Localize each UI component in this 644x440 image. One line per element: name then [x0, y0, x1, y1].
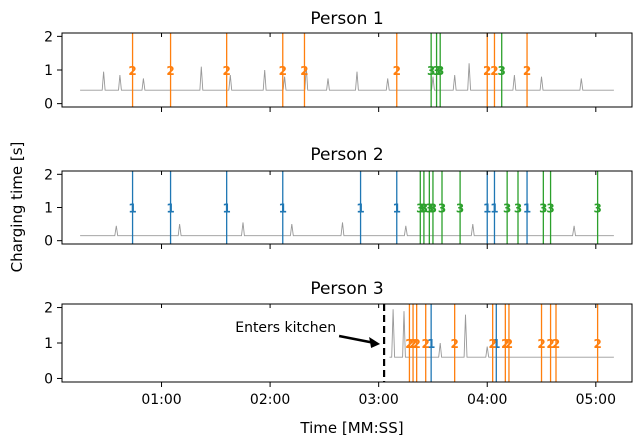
- event-label-person-1: 1: [492, 337, 500, 351]
- event-label-person-3: 3: [456, 202, 464, 216]
- y-tick-label: 2: [44, 29, 53, 45]
- event-label-person-1: 1: [427, 337, 435, 351]
- event-label-person-2: 2: [546, 337, 554, 351]
- event-label-person-2: 2: [300, 64, 308, 78]
- event-label-person-2: 2: [490, 64, 498, 78]
- event-label-person-3: 3: [416, 202, 424, 216]
- event-label-person-2: 2: [501, 337, 509, 351]
- event-label-person-1: 1: [393, 202, 401, 216]
- charging-signal-line: [389, 309, 614, 358]
- y-tick-label: 1: [44, 201, 53, 217]
- event-label-person-1: 1: [483, 202, 491, 216]
- event-label-person-1: 1: [490, 202, 498, 216]
- y-tick-label: 0: [44, 234, 53, 250]
- event-label-person-2: 2: [483, 64, 491, 78]
- charging-signal-line: [80, 63, 614, 91]
- annotation-arrow: [338, 334, 373, 344]
- y-tick-label: 2: [44, 167, 53, 183]
- event-label-person-2: 2: [279, 64, 287, 78]
- event-label-person-3: 3: [429, 202, 437, 216]
- annotation-text: Enters kitchen: [235, 320, 336, 336]
- event-label-person-2: 2: [422, 337, 430, 351]
- event-label-person-3: 3: [432, 64, 440, 78]
- event-label-person-1: 1: [128, 202, 136, 216]
- subplot-title: Person 2: [310, 145, 383, 165]
- event-label-person-3: 3: [539, 202, 547, 216]
- event-label-person-1: 1: [279, 202, 287, 216]
- event-label-person-2: 2: [593, 337, 601, 351]
- charging-signal-line: [80, 222, 614, 237]
- event-label-person-2: 2: [537, 337, 545, 351]
- event-label-person-2: 2: [505, 337, 513, 351]
- event-label-person-3: 3: [420, 202, 428, 216]
- event-label-person-1: 1: [222, 202, 230, 216]
- event-label-person-2: 2: [488, 337, 496, 351]
- event-label-person-3: 3: [498, 64, 506, 78]
- event-label-person-1: 1: [356, 202, 364, 216]
- event-label-person-3: 3: [546, 202, 554, 216]
- event-label-person-2: 2: [523, 64, 531, 78]
- event-label-person-3: 3: [427, 64, 435, 78]
- event-label-person-2: 2: [222, 64, 230, 78]
- event-label-person-3: 3: [438, 202, 446, 216]
- y-tick-label: 1: [44, 63, 53, 79]
- subplot-title: Person 1: [310, 9, 383, 29]
- event-label-person-2: 2: [450, 337, 458, 351]
- event-label-person-2: 2: [128, 64, 136, 78]
- event-label-person-2: 2: [412, 337, 420, 351]
- event-label-person-2: 2: [166, 64, 174, 78]
- event-label-person-1: 1: [166, 202, 174, 216]
- x-tick-label: 01:00: [141, 392, 181, 408]
- y-tick-label: 2: [44, 301, 53, 317]
- event-label-person-1: 1: [523, 202, 531, 216]
- x-axis-label: Time [MM:SS]: [299, 419, 403, 437]
- event-label-person-3: 3: [425, 202, 433, 216]
- event-label-person-2: 2: [409, 337, 417, 351]
- event-label-person-3: 3: [503, 202, 511, 216]
- y-axis-label: Charging time [s]: [8, 142, 26, 273]
- x-tick-label: 04:00: [467, 392, 507, 408]
- event-label-person-3: 3: [514, 202, 522, 216]
- subplot-title: Person 3: [310, 279, 383, 299]
- event-label-person-2: 2: [393, 64, 401, 78]
- y-tick-label: 0: [44, 97, 53, 113]
- x-tick-label: 05:00: [576, 392, 616, 408]
- annotation-arrow-head: [369, 337, 381, 348]
- y-tick-label: 1: [44, 336, 53, 352]
- x-tick-label: 03:00: [358, 392, 398, 408]
- x-tick-label: 02:00: [250, 392, 290, 408]
- event-label-person-3: 3: [436, 64, 444, 78]
- event-label-person-3: 3: [593, 202, 601, 216]
- event-label-person-2: 2: [405, 337, 413, 351]
- event-label-person-2: 2: [552, 337, 560, 351]
- axes-frame: [61, 32, 633, 108]
- y-tick-label: 0: [44, 371, 53, 387]
